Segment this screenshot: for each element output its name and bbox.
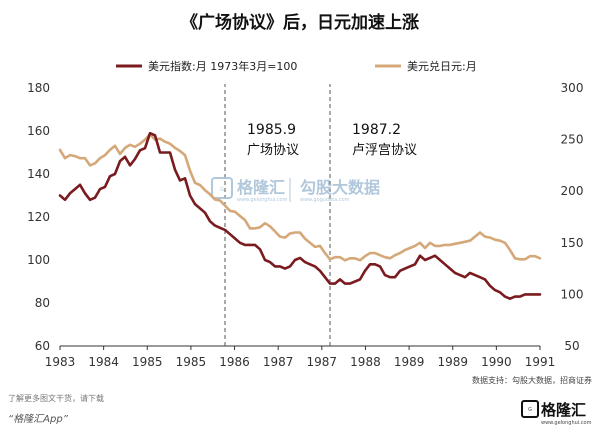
x-tick-label: 1991 [525,355,556,369]
legend-label-usd-index: 美元指数:月 1973年3月=100 [148,59,297,73]
watermark-logo-icon [211,177,233,199]
y-left-tick-label: 60 [35,339,50,353]
x-tick-label: 1987 [307,355,338,369]
y-right-tick-label: 150 [561,236,584,250]
annotation-date: 1985.9 [247,122,296,138]
watermark-brand: 格隆汇 [237,178,285,197]
y-right-tick-label: 300 [561,81,584,95]
legend: 美元指数:月 1973年3月=100 美元兑日元:月 [116,59,477,73]
footer-logo-url: www.gelonghui.com [541,420,592,426]
y-left-tick-label: 120 [27,210,50,224]
chart-title: 《广场协议》后，日元加速上涨 [181,12,419,33]
y-right-tick-label: 200 [561,184,584,198]
footer-note: 了解更多图文干货，请下载 [8,393,104,403]
x-tick-label: 1985 [176,355,207,369]
watermark: G 格隆汇 www.gelonghui.com 勾股大数据 www.goguda… [211,177,380,203]
annotation-date: 1987.2 [352,122,401,138]
annotations: 1985.9 广场协议 1987.2 卢浮宫协议 [224,84,417,346]
series-line-usd-jpy [58,133,542,262]
footer-app-name: “格隆汇App” [8,413,69,425]
footer-logo-glyph: G [528,407,532,413]
y-left-tick-label: 100 [27,253,50,267]
legend-label-usd-jpy: 美元兑日元:月 [407,59,477,73]
footer-logo-text: 格隆汇 [541,401,586,419]
x-tick-label: 1989 [394,355,425,369]
watermark-site-url: www.gogudata.com [300,197,350,203]
axes: 1983 1984 1985 1985 1986 1987 1987 1988 1989 1989… [27,81,583,369]
watermark-logo-glyph: G [220,187,224,193]
annotation-event: 卢浮宫协议 [352,142,417,158]
x-tick-label: 1983 [45,355,76,369]
footer-logo-icon [521,400,539,418]
y-left-tick-label: 140 [27,167,50,181]
series-group [58,131,542,301]
series-line-usd-index [58,131,542,301]
x-tick-label: 1989 [437,355,468,369]
watermark-site: 勾股大数据 [300,178,380,197]
y-left-tick-label: 160 [27,124,50,138]
x-tick-label: 1990 [481,355,512,369]
y-right-tick-label: 250 [561,133,584,147]
x-tick-label: 1988 [350,355,381,369]
annotation-event: 广场协议 [247,143,299,158]
y-left-tick-label: 180 [27,81,50,95]
x-tick-label: 1985 [132,355,163,369]
y-right-tick-label: 50 [564,339,579,353]
x-tick-label: 1987 [263,355,294,369]
source-note: 数据支持：勾股大数据，招商证券 [472,375,592,385]
footer-logo: G 格隆汇 www.gelonghui.com [521,400,592,426]
x-tick-label: 1986 [219,355,250,369]
y-right-tick-label: 100 [561,287,584,301]
watermark-brand-url: www.gelonghui.com [237,197,288,203]
x-tick-label: 1984 [88,355,119,369]
y-left-tick-label: 80 [35,296,50,310]
